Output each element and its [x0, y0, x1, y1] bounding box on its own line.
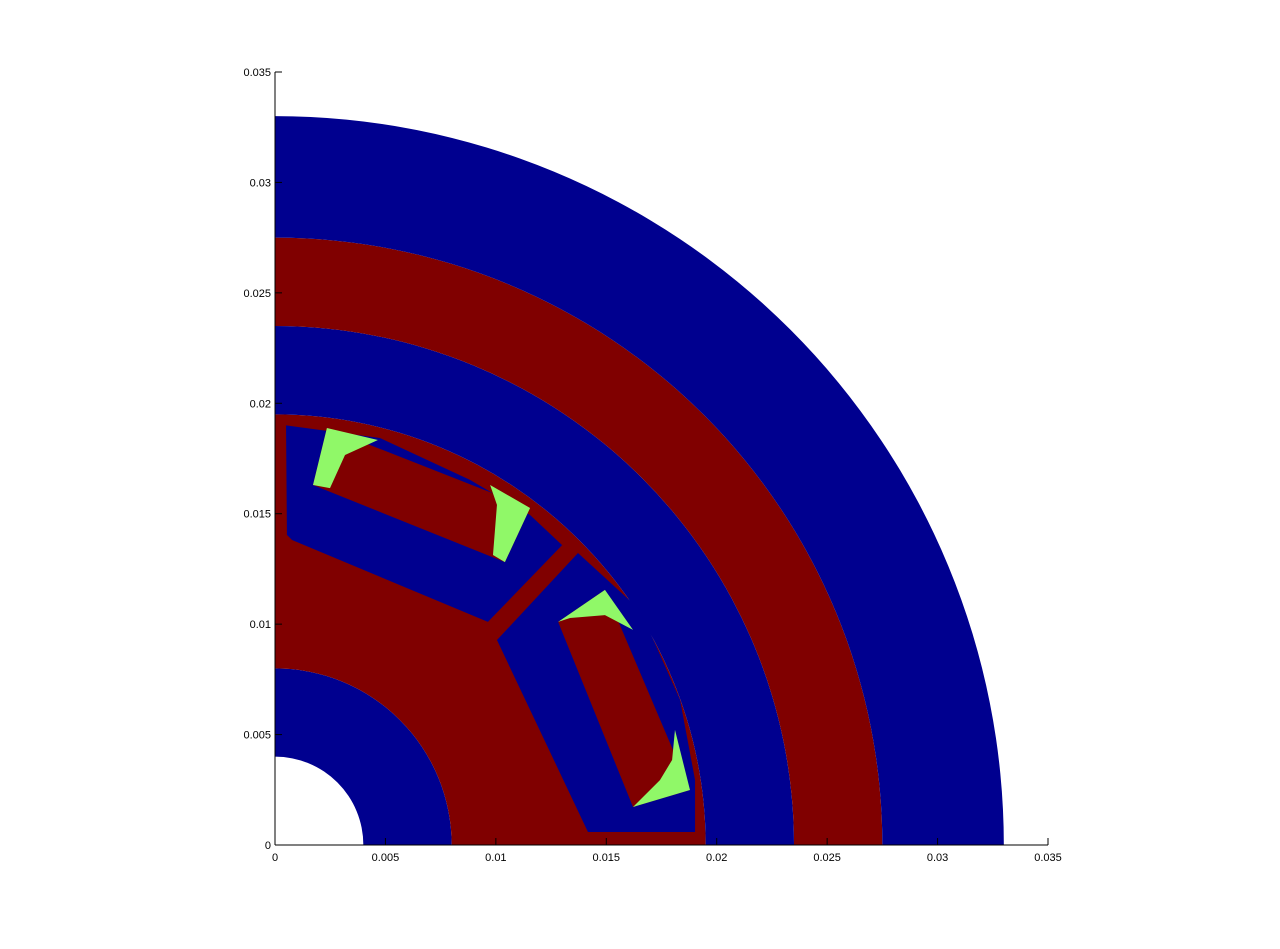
ring — [275, 668, 452, 845]
ring — [275, 237, 883, 846]
ring — [275, 325, 795, 845]
x-tick-label: 0.025 — [813, 852, 841, 864]
region — [490, 485, 531, 563]
x-tick-label: 0.02 — [706, 852, 727, 864]
x-tick-label: 0.015 — [593, 852, 621, 864]
y-tick-label: 0 — [265, 840, 271, 852]
x-tick-label: 0.03 — [927, 852, 948, 864]
x-tick-label: 0 — [272, 852, 278, 864]
ring — [275, 116, 1004, 845]
x-tick-label: 0.005 — [372, 852, 400, 864]
region — [558, 589, 634, 630]
x-tick-label: 0.01 — [485, 852, 506, 864]
y-tick-label: 0.03 — [250, 177, 271, 189]
region — [558, 589, 690, 808]
y-tick-label: 0.005 — [243, 730, 271, 742]
y-tick-label: 0.025 — [243, 288, 271, 300]
region — [312, 428, 378, 489]
y-tick-label: 0.01 — [250, 619, 271, 631]
y-tick-label: 0.015 — [243, 509, 271, 521]
region — [633, 729, 690, 808]
x-tick-label: 0.035 — [1034, 852, 1062, 864]
y-tick-label: 0.035 — [243, 67, 271, 79]
y-tick-label: 0.02 — [250, 398, 271, 410]
region — [312, 428, 531, 563]
